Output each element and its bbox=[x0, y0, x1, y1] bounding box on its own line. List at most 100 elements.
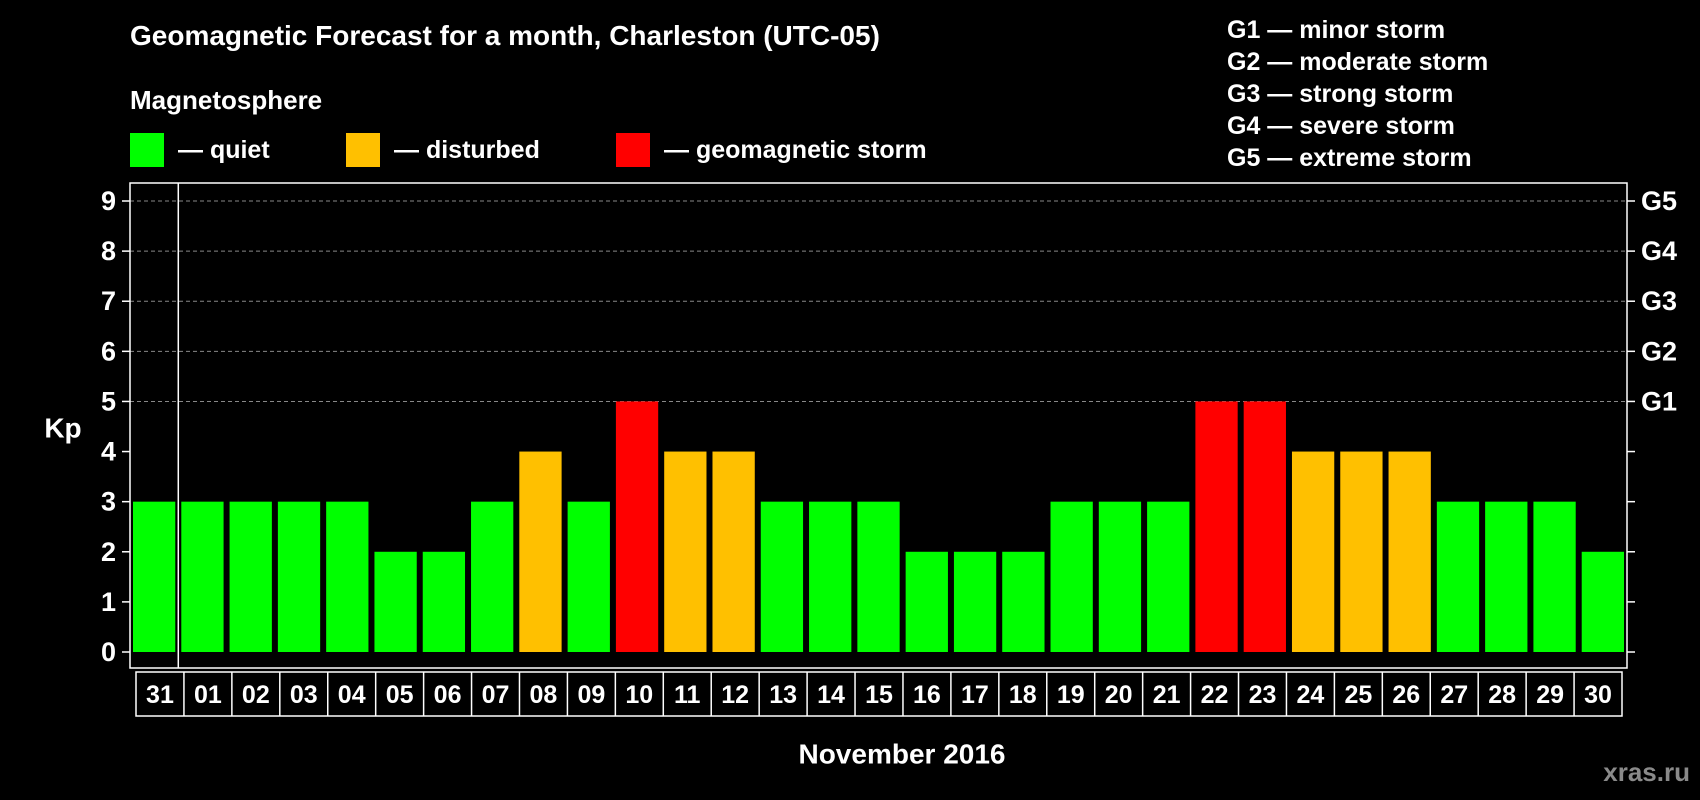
bar-11 bbox=[664, 451, 707, 652]
g-scale-label: G2 bbox=[1641, 336, 1677, 366]
legend-disturbed-label: — disturbed bbox=[394, 135, 540, 164]
bar-09 bbox=[567, 501, 610, 652]
x-tick-label: 02 bbox=[242, 681, 270, 709]
bar-30 bbox=[1581, 551, 1624, 652]
bar-01 bbox=[181, 501, 224, 652]
y-tick-label: 4 bbox=[101, 437, 116, 467]
storm-scale-g4: G4 — severe storm bbox=[1227, 112, 1455, 140]
bar-19 bbox=[1050, 501, 1093, 652]
legend-storm: — geomagnetic storm bbox=[616, 133, 927, 167]
bar-05 bbox=[374, 551, 417, 652]
storm-scale-legend: G1 — minor storm G2 — moderate storm G3 … bbox=[1227, 14, 1488, 174]
x-tick-label: 21 bbox=[1153, 681, 1181, 709]
watermark: xras.ru bbox=[1603, 757, 1690, 787]
storm-scale-g5: G5 — extreme storm bbox=[1227, 144, 1472, 172]
bar-16 bbox=[905, 551, 948, 652]
bar-26 bbox=[1388, 451, 1431, 652]
x-tick-label: 19 bbox=[1057, 681, 1085, 709]
magnetosphere-label: Magnetosphere bbox=[130, 85, 323, 115]
bar-03 bbox=[277, 501, 321, 652]
bar-15 bbox=[857, 501, 900, 652]
bar-27 bbox=[1436, 501, 1480, 652]
bar-13 bbox=[760, 501, 804, 652]
x-tick-label: 13 bbox=[769, 681, 797, 709]
y-tick-label: 6 bbox=[101, 336, 116, 366]
bar-18 bbox=[1002, 551, 1045, 652]
x-tick-label: 24 bbox=[1297, 681, 1325, 709]
bar-17 bbox=[953, 551, 997, 652]
x-tick-label: 22 bbox=[1201, 681, 1229, 709]
x-axis-label: November 2016 bbox=[798, 739, 1005, 770]
bar-21 bbox=[1147, 501, 1190, 652]
bar-24 bbox=[1291, 451, 1335, 652]
bar-08 bbox=[519, 451, 562, 652]
bar-06 bbox=[422, 551, 466, 652]
x-tick-label: 23 bbox=[1249, 681, 1277, 709]
x-tick-label: 20 bbox=[1105, 681, 1133, 709]
bar-12 bbox=[712, 451, 755, 652]
bar-28 bbox=[1485, 501, 1528, 652]
y-tick-label: 9 bbox=[101, 186, 116, 216]
x-label-frame bbox=[135, 671, 1623, 717]
y-tick-label: 2 bbox=[101, 537, 116, 567]
g-scale-label: G3 bbox=[1641, 286, 1677, 316]
x-tick-label: 15 bbox=[865, 681, 893, 709]
bar-07 bbox=[471, 501, 514, 652]
x-tick-label: 10 bbox=[625, 681, 653, 709]
bar-02 bbox=[229, 501, 272, 652]
x-tick-label: 12 bbox=[721, 681, 749, 709]
x-tick-label: 14 bbox=[817, 681, 845, 709]
x-tick-label: 11 bbox=[674, 681, 701, 709]
plot-frame bbox=[129, 182, 1628, 669]
x-tick-label: 05 bbox=[386, 681, 414, 709]
x-tick-label: 09 bbox=[577, 681, 605, 709]
bar-10 bbox=[615, 401, 659, 652]
bar-22 bbox=[1195, 401, 1238, 652]
y-tick-label: 5 bbox=[101, 386, 116, 416]
storm-scale-g2: G2 — moderate storm bbox=[1227, 48, 1489, 76]
x-tick-label: 25 bbox=[1344, 681, 1372, 709]
x-tick-label: 27 bbox=[1440, 681, 1468, 709]
x-tick-label: 17 bbox=[961, 681, 989, 709]
y-tick-label: 7 bbox=[101, 286, 116, 316]
x-tick-label: 28 bbox=[1488, 681, 1516, 709]
g-scale-label: G5 bbox=[1641, 186, 1677, 216]
chart-title: Geomagnetic Forecast for a month, Charle… bbox=[130, 20, 880, 51]
x-tick-label: 18 bbox=[1009, 681, 1037, 709]
bar-29 bbox=[1533, 501, 1576, 652]
x-tick-label: 07 bbox=[482, 681, 510, 709]
x-tick-label: 03 bbox=[290, 681, 318, 709]
legend-quiet: — quiet bbox=[130, 133, 270, 167]
bar-20 bbox=[1098, 501, 1142, 652]
x-tick-label: 31 bbox=[146, 681, 174, 709]
storm-swatch bbox=[616, 133, 650, 167]
legend-quiet-label: — quiet bbox=[178, 135, 270, 164]
x-tick-label: 16 bbox=[913, 681, 941, 709]
bar-04 bbox=[326, 501, 369, 652]
x-tick-label: 30 bbox=[1584, 681, 1612, 709]
x-tick-label: 26 bbox=[1392, 681, 1420, 709]
x-tick-label: 29 bbox=[1536, 681, 1564, 709]
storm-scale-g1: G1 — minor storm bbox=[1227, 16, 1446, 44]
x-tick-label: 08 bbox=[530, 681, 558, 709]
y-tick-label: 0 bbox=[101, 637, 116, 667]
legend-storm-label: — geomagnetic storm bbox=[664, 135, 927, 164]
legend-disturbed: — disturbed bbox=[346, 133, 540, 167]
y-tick-label: 8 bbox=[101, 236, 116, 266]
bar-25 bbox=[1340, 451, 1383, 652]
x-tick-label: 01 bbox=[194, 681, 222, 709]
x-tick-label: 04 bbox=[338, 681, 366, 709]
bar-14 bbox=[809, 501, 852, 652]
x-tick-label: 06 bbox=[434, 681, 462, 709]
bar-31 bbox=[133, 501, 176, 652]
y-tick-label: 1 bbox=[101, 587, 116, 617]
y-axis-label: Kp bbox=[44, 413, 81, 444]
bar-23 bbox=[1243, 401, 1286, 652]
quiet-swatch bbox=[130, 133, 164, 167]
storm-scale-g3: G3 — strong storm bbox=[1227, 80, 1454, 108]
g-scale-label: G4 bbox=[1641, 236, 1677, 266]
g-scale-label: G1 bbox=[1641, 386, 1677, 416]
disturbed-swatch bbox=[346, 133, 380, 167]
y-tick-label: 3 bbox=[101, 487, 116, 517]
